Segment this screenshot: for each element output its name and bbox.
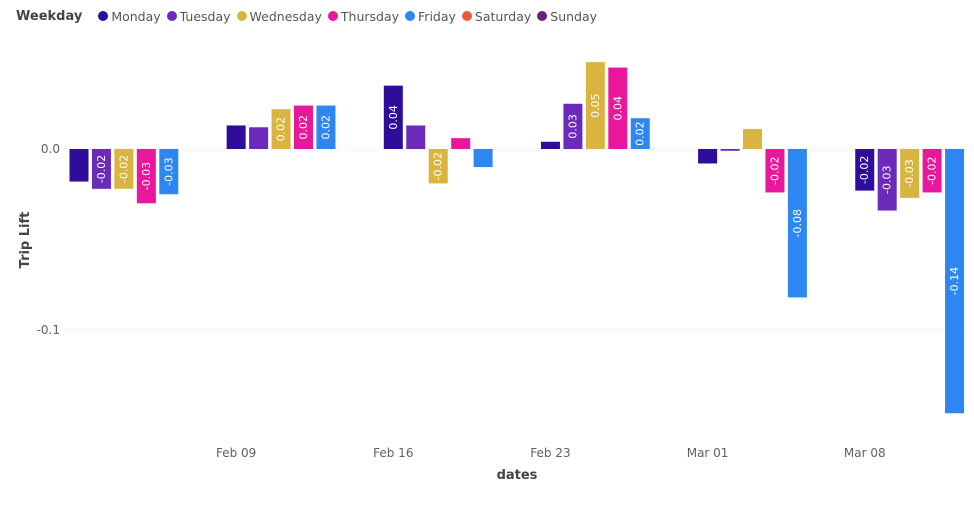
legend-item-sunday[interactable]: Sunday [537, 9, 597, 24]
bar-wednesday [428, 149, 448, 184]
bar-data-label: -0.02 [117, 155, 130, 183]
legend-label: Friday [418, 8, 456, 24]
bar-thursday [294, 105, 313, 149]
bar-data-label: 0.04 [611, 96, 624, 121]
bar-data-label: 0.02 [275, 117, 288, 142]
bar-friday [159, 149, 179, 195]
legend-swatch [166, 11, 177, 21]
x-tick-label: Feb 09 [216, 446, 256, 460]
bar-tuesday [563, 103, 583, 149]
bar-monday [698, 149, 718, 164]
legend-items: Monday Tuesday Wednesday Thursday Friday Satu… [98, 9, 603, 24]
bar-friday [787, 149, 807, 298]
bar-data-label: -0.03 [881, 166, 894, 194]
x-axis-title: dates [497, 468, 538, 483]
legend-label: Tuesday [179, 8, 231, 24]
bar-data-label: -0.02 [95, 155, 108, 183]
bar-friday [473, 149, 493, 168]
legend-item-monday[interactable]: Monday [98, 8, 161, 24]
bar-data-label: -0.02 [768, 156, 781, 184]
bar-wednesday [900, 149, 920, 198]
legend-swatch [98, 11, 109, 21]
legend-item-saturday[interactable]: Saturday [461, 8, 532, 24]
bar-data-label: 0.02 [297, 115, 310, 140]
bar-friday [945, 149, 965, 414]
bar-thursday [922, 149, 942, 193]
y-tick-label: 0.0 [41, 142, 60, 156]
x-tick-label: Feb 16 [373, 446, 413, 460]
legend-item-tuesday[interactable]: Tuesday [166, 8, 231, 24]
legend-label: Monday [111, 8, 161, 24]
bar-data-label: 0.04 [387, 105, 400, 130]
legend-swatch [537, 11, 548, 21]
bar-thursday [608, 67, 628, 149]
bar-thursday [765, 149, 785, 193]
legend-swatch [236, 11, 247, 21]
bar-monday [69, 149, 89, 182]
bar-data-label: -0.02 [926, 156, 939, 184]
bar-friday [316, 105, 336, 149]
bar-data-label: 0.03 [566, 114, 579, 139]
bar-data-label: -0.03 [903, 159, 916, 187]
bar-tuesday [720, 149, 740, 151]
legend-label: Sunday [550, 8, 598, 24]
legend-swatch [405, 11, 416, 21]
legend-item-friday[interactable]: Friday [405, 9, 456, 24]
bar-monday [855, 149, 875, 191]
bar-data-label: -0.03 [140, 162, 153, 190]
y-axis-title: Trip Lift [18, 212, 33, 269]
x-tick-label: Feb 23 [530, 446, 570, 460]
bar-data-label: 0.05 [589, 93, 602, 118]
bar-monday [540, 141, 560, 149]
bar-data-label: 0.02 [634, 121, 647, 146]
bar-tuesday [877, 149, 897, 211]
y-tick-label: -0.1 [37, 323, 60, 337]
bar-data-label: -0.03 [162, 157, 175, 185]
legend-label: Wednesday [249, 8, 322, 24]
legend-label: Thursday [340, 8, 400, 24]
bar-wednesday [114, 149, 134, 189]
bar-data-label: -0.02 [858, 156, 871, 184]
bar-data-label: -0.14 [948, 267, 961, 295]
x-tick-label: Mar 01 [687, 446, 729, 460]
bar-thursday [136, 149, 156, 204]
bar-thursday [451, 138, 471, 149]
legend-swatch [327, 11, 338, 21]
bar-wednesday [743, 129, 762, 149]
bar-data-label: -0.02 [432, 152, 445, 180]
bar-tuesday [249, 127, 269, 149]
bar-monday [226, 125, 246, 149]
bar-wednesday [271, 109, 291, 149]
bar-data-label: -0.08 [791, 209, 804, 237]
legend-item-wednesday[interactable]: Wednesday [236, 8, 322, 24]
legend-item-thursday[interactable]: Thursday [327, 8, 400, 24]
legend-label: Saturday [474, 8, 532, 24]
legend: Weekday Monday Tuesday Wednesday Thursday Fr… [16, 6, 603, 26]
bar-monday [383, 85, 403, 149]
bar-tuesday [406, 125, 426, 149]
bar-tuesday [91, 149, 111, 189]
x-tick-label: Mar 08 [844, 446, 886, 460]
bar-friday [630, 118, 650, 149]
legend-title: Weekday [16, 8, 83, 24]
legend-swatch [461, 11, 472, 21]
bar-data-label: 0.02 [319, 115, 332, 140]
bar-wednesday [585, 62, 605, 150]
